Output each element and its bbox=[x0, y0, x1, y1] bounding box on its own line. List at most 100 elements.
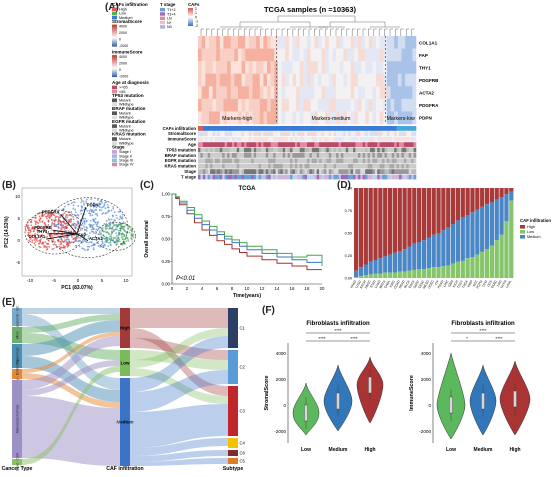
track-cell bbox=[246, 126, 250, 131]
legend-tick: 2000 bbox=[119, 31, 127, 35]
track-cell bbox=[384, 126, 388, 131]
bar-medium bbox=[450, 224, 456, 264]
bar-low bbox=[402, 271, 407, 278]
heatmap-cell bbox=[219, 98, 224, 112]
pca-point bbox=[64, 222, 66, 225]
track-cell bbox=[379, 174, 383, 180]
pca-point bbox=[72, 215, 75, 218]
heatmap-cell bbox=[376, 86, 380, 100]
track-cell bbox=[355, 174, 359, 180]
track-cell bbox=[406, 126, 410, 131]
track-cell bbox=[411, 126, 414, 131]
pca-point bbox=[35, 226, 37, 229]
violin-ytick: -2000 bbox=[419, 429, 431, 434]
heatmap-cell bbox=[198, 86, 202, 100]
track-cell bbox=[355, 153, 359, 158]
pca-point bbox=[62, 244, 65, 247]
panel-c-label: (C) bbox=[140, 180, 154, 191]
heatmap-cell bbox=[259, 36, 264, 49]
track-cell bbox=[214, 163, 218, 169]
track-cell bbox=[406, 131, 410, 137]
track-cell bbox=[396, 163, 400, 169]
track-cell bbox=[309, 169, 313, 174]
pca-point bbox=[103, 235, 106, 238]
track-cell bbox=[328, 136, 332, 142]
track-cell bbox=[275, 142, 279, 147]
pca-arrow bbox=[76, 207, 87, 234]
track-cell bbox=[282, 136, 286, 142]
pca-point bbox=[111, 231, 113, 234]
heatmap-cell bbox=[405, 98, 410, 112]
legend-item: Wildtype bbox=[119, 116, 134, 120]
track-cell bbox=[231, 169, 235, 174]
bar-ytick: 0.00 bbox=[345, 277, 352, 281]
bar-medium bbox=[494, 199, 499, 241]
heatmap-cell bbox=[198, 61, 202, 75]
track-cell bbox=[406, 142, 410, 147]
pca-point bbox=[124, 230, 127, 233]
pca-point bbox=[122, 221, 125, 224]
track-cell bbox=[282, 147, 286, 153]
track-cell bbox=[413, 131, 417, 137]
pca-point bbox=[50, 234, 52, 237]
pca-point bbox=[127, 239, 130, 242]
track-cell bbox=[379, 131, 383, 137]
pca-point bbox=[89, 232, 91, 235]
track-cell bbox=[280, 163, 284, 169]
pca-point bbox=[117, 237, 120, 240]
pca-point bbox=[102, 211, 105, 214]
heatmap-cell bbox=[299, 73, 304, 87]
heatmap-cell bbox=[223, 61, 228, 75]
bar-medium bbox=[470, 212, 475, 258]
heatmap-cell bbox=[412, 111, 417, 125]
heatmap-cell bbox=[198, 111, 202, 125]
track-cell bbox=[328, 158, 332, 164]
track-cell bbox=[212, 131, 216, 137]
track-cell bbox=[294, 147, 298, 153]
bar-high bbox=[489, 188, 495, 203]
pca-point bbox=[96, 214, 99, 217]
panel-d-stacked-bar: PAADLUSCSKCMHNSCSTADLUADBRCACHOLKIRCCOAD… bbox=[345, 187, 552, 290]
track-cell bbox=[413, 174, 417, 180]
bar-xtick: KICH bbox=[452, 279, 460, 288]
track-cell bbox=[403, 131, 407, 137]
pca-point bbox=[26, 226, 29, 228]
heatmap-cell bbox=[397, 61, 402, 75]
pca-point bbox=[104, 212, 107, 215]
track-cell bbox=[202, 136, 206, 142]
pca-point bbox=[106, 211, 109, 214]
track-cell bbox=[241, 136, 245, 142]
track-cell bbox=[314, 174, 317, 180]
track-cell bbox=[258, 153, 262, 158]
pca-point bbox=[116, 242, 119, 245]
track-cell bbox=[321, 158, 325, 164]
track-cell bbox=[292, 174, 296, 180]
heatmap-cell bbox=[299, 61, 304, 75]
track-cell bbox=[413, 169, 417, 174]
track-cell bbox=[268, 126, 271, 131]
heatmap-cell bbox=[212, 48, 217, 62]
heatmap-cell bbox=[285, 73, 290, 87]
legend-title: CAFs bbox=[188, 2, 200, 7]
bar-low bbox=[368, 274, 373, 278]
track-cell bbox=[244, 174, 247, 180]
bar-low bbox=[383, 272, 388, 278]
pca-point bbox=[72, 204, 75, 207]
track-cell bbox=[372, 142, 376, 147]
heatmap-cell bbox=[230, 86, 235, 100]
pca-point bbox=[38, 215, 41, 218]
pca-point bbox=[65, 240, 68, 243]
pca-point bbox=[94, 213, 97, 215]
heatmap-cell bbox=[241, 36, 246, 49]
track-cell bbox=[386, 142, 390, 147]
sankey-xlabel: Subtype bbox=[223, 466, 244, 472]
sankey-xlabel: Cancer Type bbox=[2, 466, 33, 472]
heatmap-cell bbox=[405, 36, 410, 49]
track-cell bbox=[229, 136, 233, 142]
track-cell bbox=[316, 153, 320, 158]
heatmap-cell bbox=[354, 61, 359, 75]
pca-point bbox=[96, 222, 99, 225]
track-cell bbox=[343, 131, 347, 137]
track-cell bbox=[287, 174, 291, 180]
track-cell bbox=[345, 174, 349, 180]
